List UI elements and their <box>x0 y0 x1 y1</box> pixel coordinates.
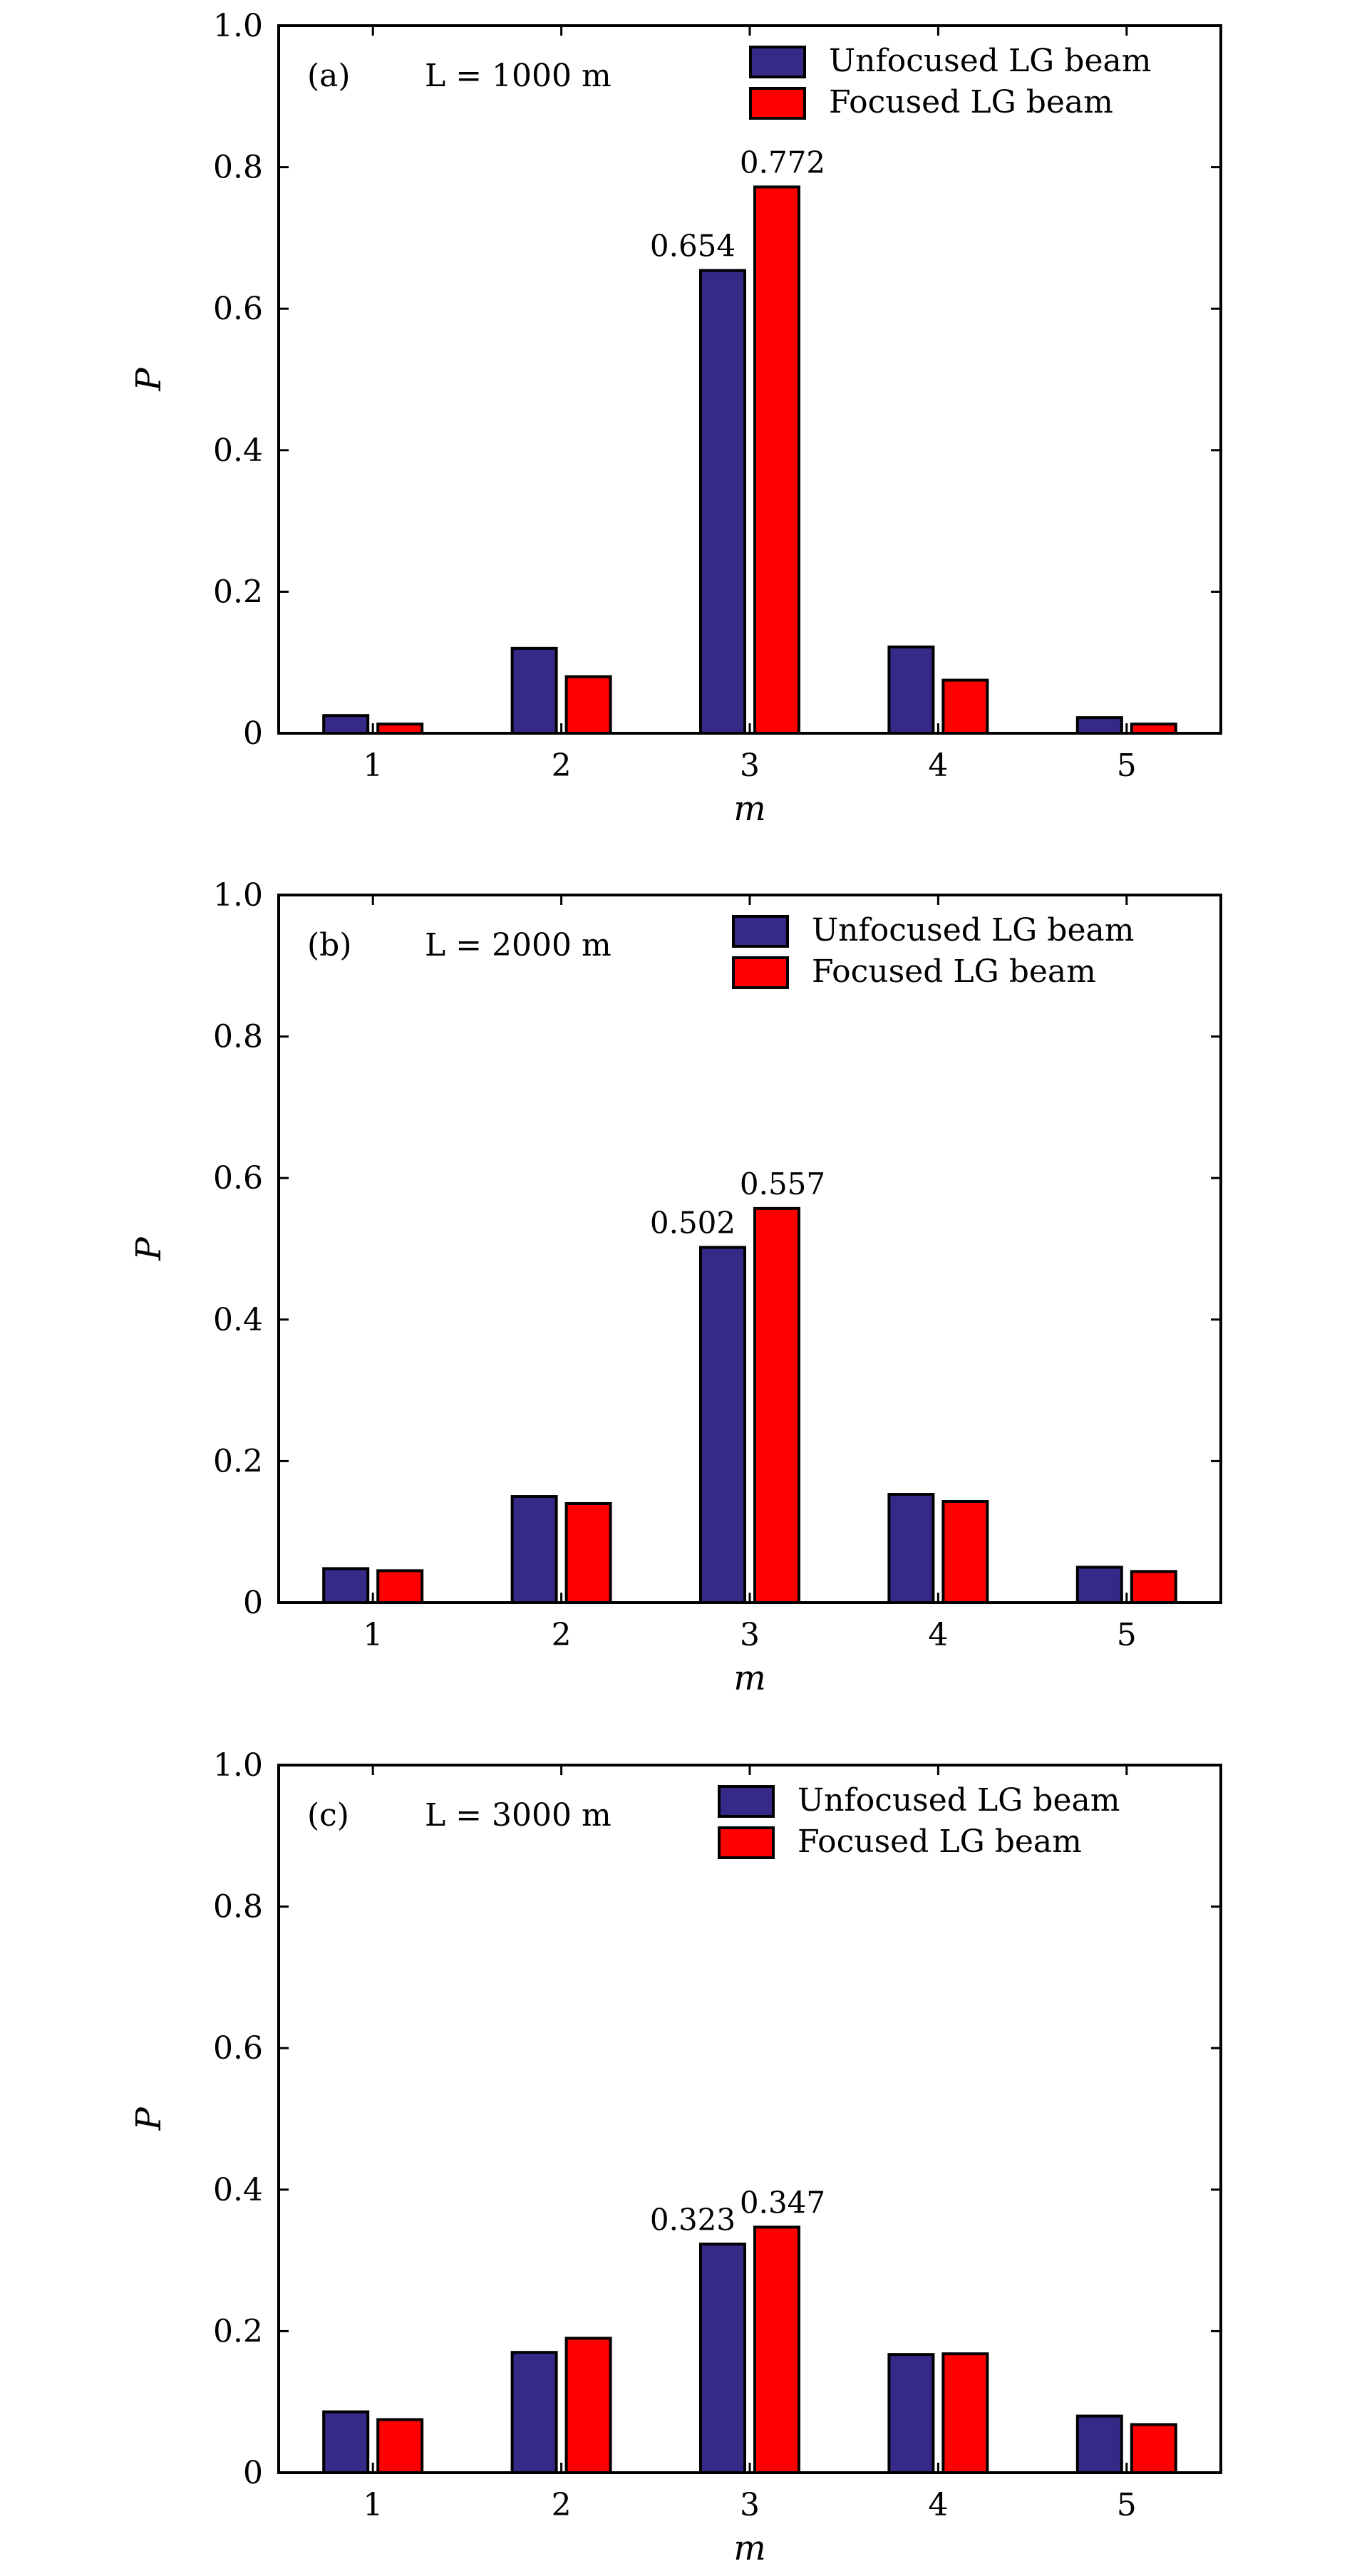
data-label: 0.557 <box>740 1167 825 1201</box>
y-tick-label: 0.6 <box>213 291 263 327</box>
bar-unfocused <box>699 1246 746 1605</box>
x-tick-label: 2 <box>552 748 572 784</box>
x-tick-label: 2 <box>552 1617 572 1653</box>
bar-unfocused <box>322 714 370 735</box>
bar-focused <box>753 1206 800 1605</box>
y-axis-label: P <box>129 1237 169 1261</box>
chart-panel: 0 0.2 0.4 0.6 0.8 1.0 1 2 3 4 5 0.654 0.772 (a) L = 10… <box>129 8 1222 829</box>
legend-swatch-unfocused <box>749 46 806 78</box>
legend-label: Focused LG beam <box>829 84 1113 120</box>
x-tick-label: 5 <box>1117 748 1137 784</box>
bar-unfocused <box>1075 2414 1123 2475</box>
x-tick-label: 3 <box>740 1617 760 1653</box>
bar-focused <box>941 678 989 735</box>
legend-swatch-focused <box>718 1826 775 1859</box>
legend-label: Unfocused LG beam <box>812 912 1134 948</box>
legend-label: Unfocused LG beam <box>829 43 1151 79</box>
x-tick-label: 1 <box>363 748 383 784</box>
bar-unfocused <box>699 2243 746 2474</box>
x-axis-label: m <box>733 1658 766 1698</box>
x-axis-label: m <box>733 789 766 829</box>
y-tick-label: 0.2 <box>213 1443 263 1479</box>
y-axis-label: P <box>129 368 169 392</box>
y-tick-label: 0.6 <box>213 2030 263 2067</box>
y-tick-label: 0.4 <box>213 2172 263 2208</box>
bar-focused <box>753 2225 800 2474</box>
bar-unfocused <box>322 2410 370 2475</box>
bar-unfocused <box>699 269 746 735</box>
plot-frame <box>277 1764 1222 2474</box>
data-label: 0.772 <box>740 145 825 180</box>
x-tick-label: 4 <box>928 2487 948 2523</box>
bar-unfocused <box>887 2353 935 2474</box>
y-tick-label: 0.8 <box>213 150 263 186</box>
y-tick-label: 1.0 <box>213 1747 263 1784</box>
y-tick-label: 0 <box>243 2455 263 2491</box>
chart-panel: 0 0.2 0.4 0.6 0.8 1.0 1 2 3 4 5 0.323 0.347 (c) L = 30… <box>129 1747 1222 2568</box>
y-tick-label: 0.4 <box>213 433 263 469</box>
bar-focused <box>1130 1570 1177 1605</box>
legend-swatch-focused <box>732 956 789 989</box>
panel-label: (b) <box>307 927 352 963</box>
x-tick-label: 3 <box>740 748 760 784</box>
bar-unfocused <box>887 645 935 735</box>
x-tick-label: 5 <box>1117 1617 1137 1653</box>
bar-unfocused <box>887 1493 935 1605</box>
y-tick-label: 0 <box>243 715 263 752</box>
data-label: 0.323 <box>650 2202 736 2237</box>
y-axis-label: P <box>129 2107 169 2131</box>
panel-label: (a) <box>307 58 351 94</box>
x-tick-label: 4 <box>928 1617 948 1653</box>
data-label: 0.347 <box>740 2185 825 2220</box>
bar-unfocused <box>510 1495 558 1605</box>
y-tick-label: 0.8 <box>213 1889 263 1925</box>
bar-unfocused <box>1075 1566 1123 1605</box>
distance-annotation: L = 3000 m <box>425 1797 611 1833</box>
y-tick-label: 0.2 <box>213 574 263 610</box>
x-axis-label: m <box>733 2528 766 2568</box>
bar-focused <box>564 1501 612 1604</box>
distance-annotation: L = 1000 m <box>425 58 611 94</box>
bar-focused <box>753 185 800 735</box>
legend-swatch-focused <box>749 87 806 120</box>
y-tick-label: 0.8 <box>213 1019 263 1055</box>
x-tick-label: 5 <box>1117 2487 1137 2523</box>
bar-unfocused <box>510 2351 558 2474</box>
bar-focused <box>376 1569 424 1604</box>
bar-focused <box>376 2418 424 2474</box>
plot-frame <box>277 24 1222 735</box>
bar-unfocused <box>510 646 558 735</box>
x-tick-label: 2 <box>552 2487 572 2523</box>
data-label: 0.654 <box>650 229 736 264</box>
y-tick-label: 0.6 <box>213 1160 263 1196</box>
legend-swatch-unfocused <box>718 1785 775 1818</box>
bar-unfocused <box>1075 716 1123 735</box>
x-tick-label: 3 <box>740 2487 760 2523</box>
x-tick-label: 1 <box>363 2487 383 2523</box>
data-label: 0.502 <box>650 1206 736 1241</box>
bar-focused <box>564 675 612 735</box>
y-tick-label: 0.2 <box>213 2313 263 2349</box>
panel-label: (c) <box>307 1797 349 1833</box>
bar-focused <box>941 2352 989 2475</box>
y-tick-label: 0 <box>243 1585 263 1621</box>
legend-swatch-unfocused <box>732 915 789 948</box>
bar-focused <box>1130 2423 1177 2475</box>
plot-frame <box>277 894 1222 1604</box>
legend-label: Unfocused LG beam <box>798 1782 1120 1819</box>
y-tick-label: 0.4 <box>213 1302 263 1338</box>
bar-focused <box>564 2337 612 2475</box>
x-tick-label: 1 <box>363 1617 383 1653</box>
legend-label: Focused LG beam <box>798 1824 1082 1860</box>
bar-focused <box>941 1500 989 1604</box>
y-tick-label: 1.0 <box>213 877 263 914</box>
bar-unfocused <box>322 1567 370 1604</box>
y-tick-label: 1.0 <box>213 8 263 44</box>
distance-annotation: L = 2000 m <box>425 927 611 963</box>
legend-label: Focused LG beam <box>812 953 1096 990</box>
x-tick-label: 4 <box>928 748 948 784</box>
